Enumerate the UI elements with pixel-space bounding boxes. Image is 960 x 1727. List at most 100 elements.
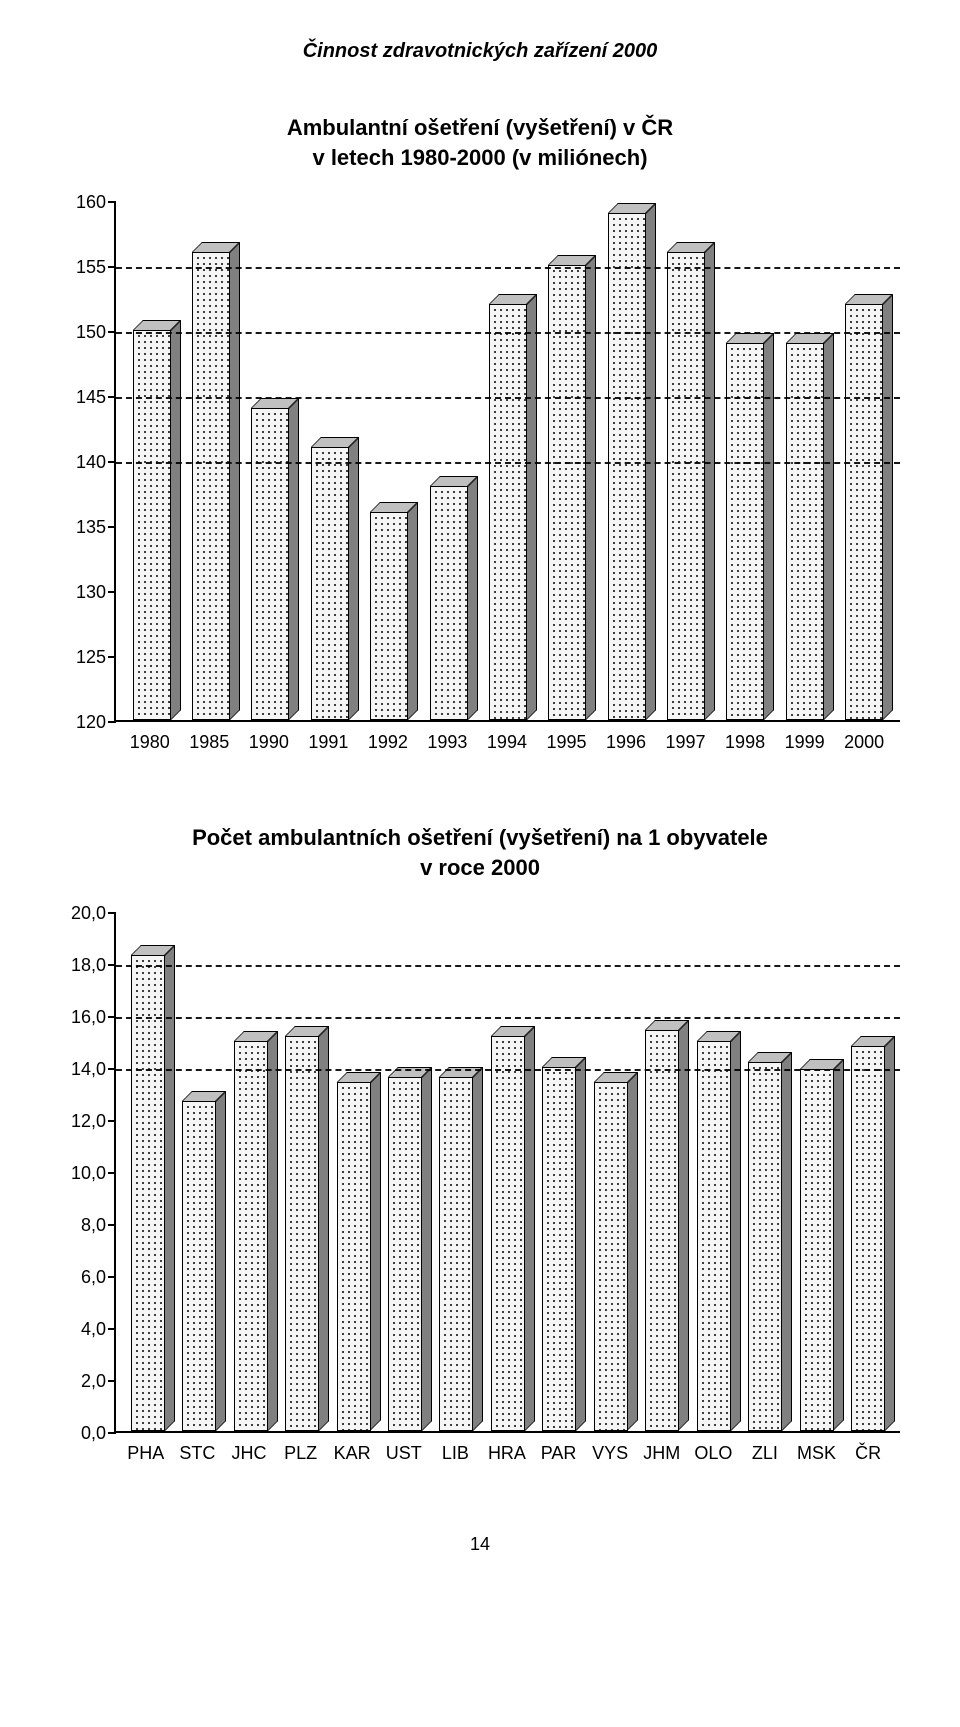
y-tick-mark [108,1120,116,1122]
y-tick-mark [108,912,116,914]
bar-side [586,255,596,720]
bar [133,330,171,720]
bar-side [576,1057,586,1431]
bar-front [370,512,408,720]
bar [311,447,349,720]
bar-side [422,1067,432,1431]
bar-front [133,330,171,720]
bar [726,343,764,720]
bar-front [311,447,349,720]
x-tick-label: OLO [691,1443,735,1464]
bar-side [349,437,359,720]
chart-2-frame: 20,018,016,014,012,010,08,06,04,02,00,0 … [60,913,900,1464]
x-tick-label: 1985 [185,732,233,753]
bar-side [628,1072,638,1430]
bar-front [489,304,527,720]
x-tick-label: JHC [227,1443,271,1464]
bar [748,1062,782,1431]
chart-1-y-axis: 160155150145140135130125120 [60,202,114,722]
bar-front [542,1067,576,1431]
bar [800,1069,834,1430]
x-tick-label: 1995 [542,732,590,753]
bar-side [782,1052,792,1431]
chart-1-x-axis: 1980198519901991199219931994199519961997… [114,722,900,753]
bar-front [845,304,883,720]
chart-1-title-line2: v letech 1980-2000 (v miliónech) [60,143,900,173]
x-tick-label: PLZ [279,1443,323,1464]
y-tick-mark [108,964,116,966]
y-tick-mark [108,396,116,398]
bar-side [527,294,537,720]
x-tick-label: HRA [485,1443,529,1464]
x-tick-label: PHA [124,1443,168,1464]
chart-1: Ambulantní ošetření (vyšetření) v ČR v l… [60,113,900,753]
y-tick-mark [108,1016,116,1018]
bar-front [645,1030,679,1430]
chart-1-plot-wrap: 1980198519901991199219931994199519961997… [114,202,900,753]
bar-front [251,408,289,720]
x-tick-label: JHM [640,1443,684,1464]
gridline [116,1017,900,1019]
bar-front [234,1041,268,1431]
x-tick-label: 2000 [840,732,888,753]
x-tick-label: 1980 [126,732,174,753]
chart-2-plot [114,913,900,1433]
gridline [116,965,900,967]
bar [608,213,646,720]
x-tick-label: 1997 [662,732,710,753]
y-tick-mark [108,1328,116,1330]
y-tick-mark [108,331,116,333]
y-tick-mark [108,1224,116,1226]
y-tick-mark [108,1276,116,1278]
x-tick-label: ČR [846,1443,890,1464]
y-tick-mark [108,591,116,593]
chart-2-title-line1: Počet ambulantních ošetření (vyšetření) … [60,823,900,853]
bar-side [371,1072,381,1430]
bar-front [800,1069,834,1430]
y-tick-mark [108,656,116,658]
bar [182,1101,216,1431]
bar-front [192,252,230,720]
bar-front [285,1036,319,1431]
chart-2-title: Počet ambulantních ošetření (vyšetření) … [60,823,900,882]
bar-front [851,1046,885,1431]
chart-2: Počet ambulantních ošetření (vyšetření) … [60,823,900,1463]
x-tick-label: 1992 [364,732,412,753]
bar [430,486,468,720]
gridline [116,332,900,334]
chart-2-bars [116,913,900,1431]
page-number: 14 [60,1534,900,1555]
bar-front [594,1082,628,1430]
x-tick-label: 1990 [245,732,293,753]
bar [489,304,527,720]
bar [234,1041,268,1431]
bar-front [388,1077,422,1431]
x-tick-label: 1999 [781,732,829,753]
bar [667,252,705,720]
bar [388,1077,422,1431]
bar-side [679,1020,689,1430]
bar-front [748,1062,782,1431]
chart-1-plot [114,202,900,722]
bar-side [473,1067,483,1431]
bar-front [182,1101,216,1431]
bar [491,1036,525,1431]
bar [645,1030,679,1430]
bar [542,1067,576,1431]
bar-side [731,1031,741,1431]
bar [192,252,230,720]
bar [439,1077,473,1431]
bar [594,1082,628,1430]
y-tick-mark [108,1068,116,1070]
x-tick-label: PAR [537,1443,581,1464]
bar-front [608,213,646,720]
y-tick-mark [108,201,116,203]
x-tick-label: 1994 [483,732,531,753]
bar-side [525,1026,535,1431]
x-tick-label: UST [382,1443,426,1464]
chart-1-frame: 160155150145140135130125120 1980 1985 1990… [60,202,900,753]
bar-front [697,1041,731,1431]
bar-side [230,242,240,720]
chart-2-x-axis: PHASTCJHCPLZKARUSTLIBHRAPARVYSJHMOLOZLIM… [114,1433,900,1464]
bar-side [216,1091,226,1431]
